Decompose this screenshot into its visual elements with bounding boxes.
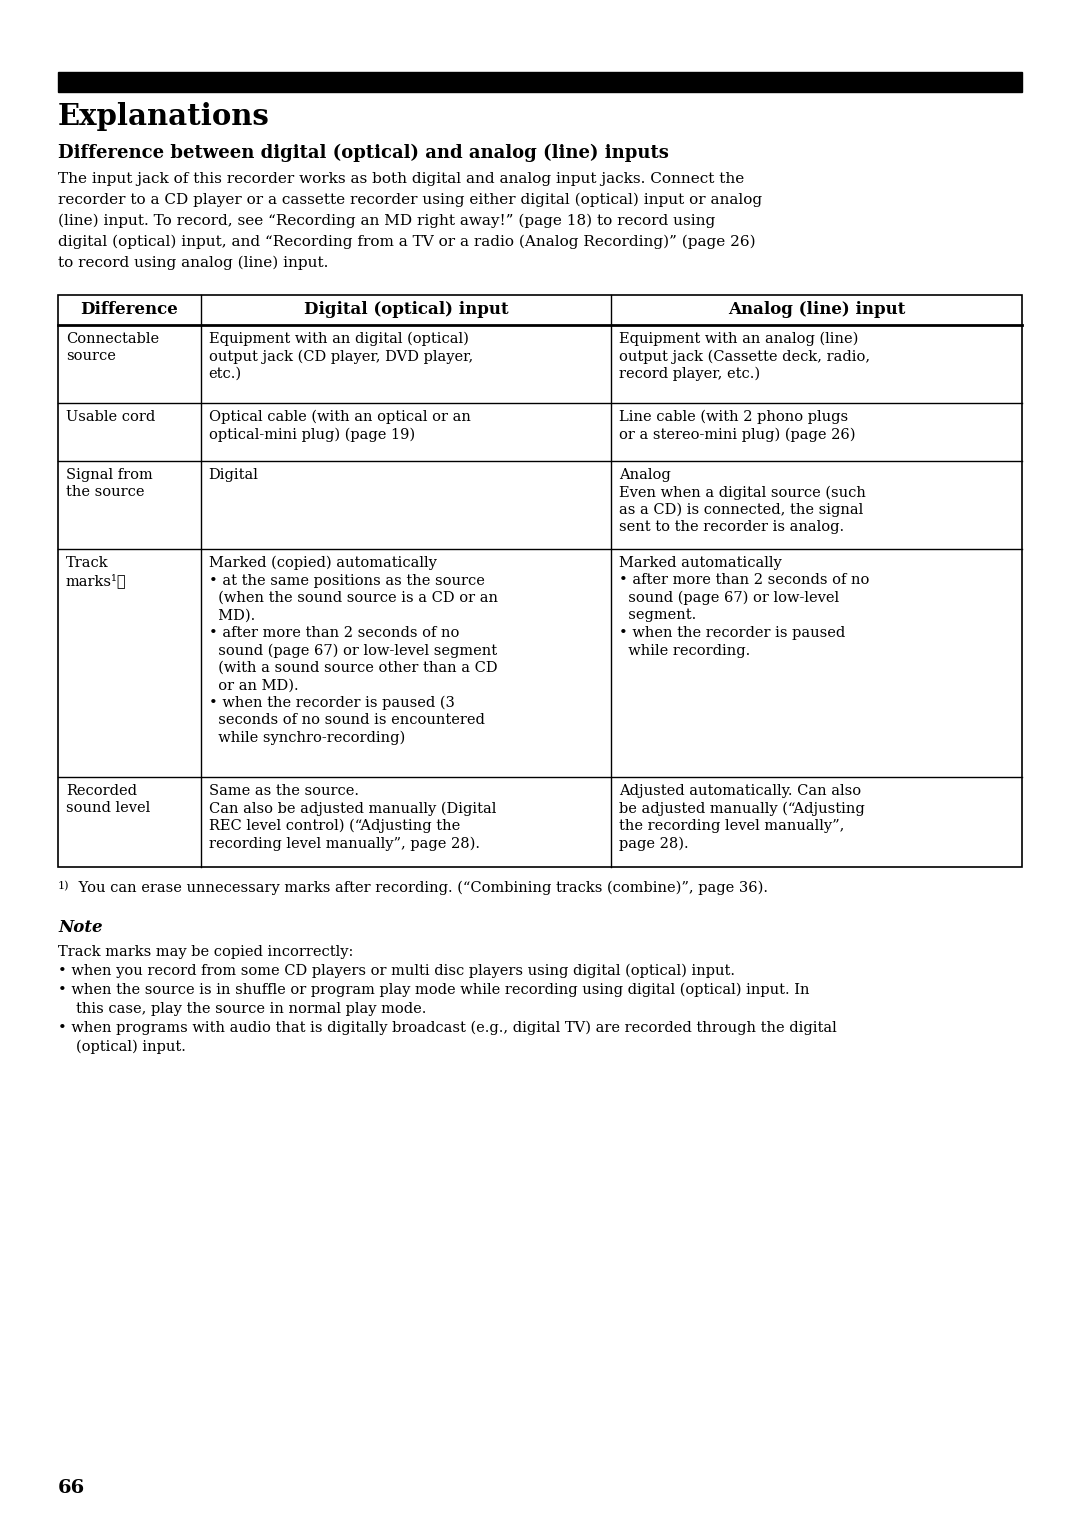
Text: Usable cord: Usable cord (66, 410, 156, 423)
Text: sound (page 67) or low-level: sound (page 67) or low-level (619, 591, 839, 606)
Text: the recording level manually”,: the recording level manually”, (619, 819, 845, 833)
Text: this case, play the source in normal play mode.: this case, play the source in normal pla… (76, 1002, 427, 1016)
Text: • when you record from some CD players or multi disc players using digital (opti: • when you record from some CD players o… (58, 963, 735, 979)
Bar (58, 72, 1022, 92)
Text: You can erase unnecessary marks after recording. (“Combining tracks (combine)”, : You can erase unnecessary marks after re… (75, 881, 768, 896)
Text: sound level: sound level (66, 801, 150, 816)
Text: Track: Track (66, 555, 109, 571)
Text: • after more than 2 seconds of no: • after more than 2 seconds of no (208, 626, 459, 640)
Text: • when the recorder is paused: • when the recorder is paused (619, 626, 846, 640)
Text: while synchro-recording): while synchro-recording) (208, 732, 405, 746)
Text: Digital (optical) input: Digital (optical) input (303, 302, 509, 319)
Text: • after more than 2 seconds of no: • after more than 2 seconds of no (619, 574, 869, 588)
Text: optical-mini plug) (page 19): optical-mini plug) (page 19) (208, 428, 415, 442)
Text: • when the recorder is paused (3: • when the recorder is paused (3 (208, 696, 455, 710)
Text: etc.): etc.) (208, 367, 242, 380)
Text: recording level manually”, page 28).: recording level manually”, page 28). (208, 836, 480, 851)
Text: The input jack of this recorder works as both digital and analog input jacks. Co: The input jack of this recorder works as… (58, 172, 744, 186)
Text: Difference between digital (optical) and analog (line) inputs: Difference between digital (optical) and… (58, 144, 669, 163)
Text: • when the source is in shuffle or program play mode while recording using digit: • when the source is in shuffle or progr… (58, 983, 810, 997)
Text: Can also be adjusted manually (Digital: Can also be adjusted manually (Digital (208, 801, 496, 816)
Text: Track marks may be copied incorrectly:: Track marks may be copied incorrectly: (58, 945, 353, 959)
Text: sound (page 67) or low-level segment: sound (page 67) or low-level segment (208, 643, 497, 658)
Text: or an MD).: or an MD). (208, 678, 298, 692)
Text: Adjusted automatically. Can also: Adjusted automatically. Can also (619, 784, 862, 798)
Text: seconds of no sound is encountered: seconds of no sound is encountered (208, 713, 485, 727)
Text: while recording.: while recording. (619, 643, 751, 658)
Text: Explanations: Explanations (58, 101, 270, 130)
Text: Equipment with an analog (line): Equipment with an analog (line) (619, 331, 859, 347)
Text: Note: Note (58, 919, 103, 936)
Text: segment.: segment. (619, 609, 697, 623)
Text: Digital: Digital (208, 468, 258, 482)
Text: 66: 66 (58, 1479, 85, 1497)
Text: digital (optical) input, and “Recording from a TV or a radio (Analog Recording)”: digital (optical) input, and “Recording … (58, 235, 756, 250)
Text: Signal from: Signal from (66, 468, 152, 482)
Text: or a stereo-mini plug) (page 26): or a stereo-mini plug) (page 26) (619, 428, 855, 442)
Text: recorder to a CD player or a cassette recorder using either digital (optical) in: recorder to a CD player or a cassette re… (58, 193, 762, 207)
Text: (optical) input.: (optical) input. (76, 1040, 186, 1054)
Text: • at the same positions as the source: • at the same positions as the source (208, 574, 485, 588)
Text: output jack (Cassette deck, radio,: output jack (Cassette deck, radio, (619, 350, 870, 364)
Text: Difference: Difference (81, 302, 178, 319)
Text: page 28).: page 28). (619, 836, 689, 851)
Text: record player, etc.): record player, etc.) (619, 367, 760, 382)
Text: the source: the source (66, 485, 145, 500)
Text: MD).: MD). (208, 609, 255, 623)
Text: Even when a digital source (such: Even when a digital source (such (619, 485, 866, 500)
Text: Line cable (with 2 phono plugs: Line cable (with 2 phono plugs (619, 410, 849, 425)
Text: be adjusted manually (“Adjusting: be adjusted manually (“Adjusting (619, 801, 865, 816)
Text: • when programs with audio that is digitally broadcast (e.g., digital TV) are re: • when programs with audio that is digit… (58, 1022, 837, 1035)
Text: sent to the recorder is analog.: sent to the recorder is analog. (619, 520, 845, 534)
Text: Same as the source.: Same as the source. (208, 784, 359, 798)
Bar (58, 295, 1022, 867)
Text: Analog (line) input: Analog (line) input (728, 302, 905, 319)
Text: as a CD) is connected, the signal: as a CD) is connected, the signal (619, 503, 864, 517)
Text: marks¹⧸: marks¹⧸ (66, 574, 126, 589)
Text: Recorded: Recorded (66, 784, 137, 798)
Text: REC level control) (“Adjusting the: REC level control) (“Adjusting the (208, 819, 460, 833)
Text: output jack (CD player, DVD player,: output jack (CD player, DVD player, (208, 350, 473, 364)
Text: Connectable: Connectable (66, 331, 159, 347)
Text: Marked (copied) automatically: Marked (copied) automatically (208, 555, 436, 571)
Text: Optical cable (with an optical or an: Optical cable (with an optical or an (208, 410, 471, 425)
Text: (when the sound source is a CD or an: (when the sound source is a CD or an (208, 591, 498, 604)
Text: Marked automatically: Marked automatically (619, 555, 782, 571)
Text: 1): 1) (58, 881, 69, 891)
Text: to record using analog (line) input.: to record using analog (line) input. (58, 256, 328, 270)
Text: Equipment with an digital (optical): Equipment with an digital (optical) (208, 331, 469, 347)
Text: (with a sound source other than a CD: (with a sound source other than a CD (208, 661, 497, 675)
Text: Analog: Analog (619, 468, 671, 482)
Text: (line) input. To record, see “Recording an MD right away!” (page 18) to record u: (line) input. To record, see “Recording … (58, 215, 715, 229)
Text: source: source (66, 350, 116, 364)
